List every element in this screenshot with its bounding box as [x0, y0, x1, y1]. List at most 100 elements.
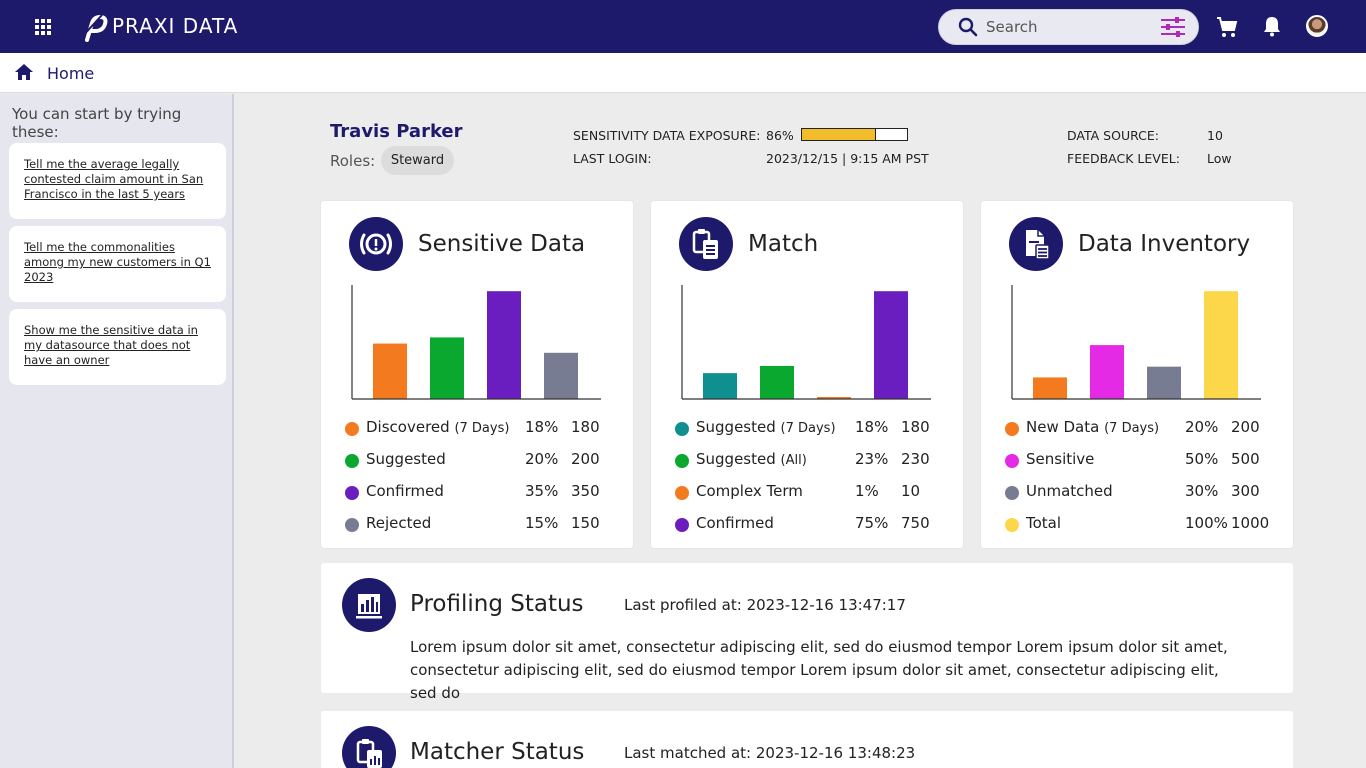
legend-label: Suggested (7 Days): [696, 418, 836, 436]
legend-row: Suggested (7 Days) 18% 180: [675, 418, 935, 438]
sensitive-data-chart: [351, 285, 601, 400]
home-icon[interactable]: [14, 63, 34, 81]
role-chip[interactable]: Steward: [381, 146, 454, 175]
legend-count: 180: [571, 418, 600, 436]
match-chart: [681, 285, 931, 400]
legend-row: New Data (7 Days) 20% 200: [1005, 418, 1265, 438]
card-title: Sensitive Data: [418, 231, 586, 257]
legend-count: 200: [571, 450, 600, 468]
brand-name[interactable]: PRAXI DATA: [112, 14, 239, 38]
legend-row: Sensitive 50% 500: [1005, 450, 1265, 470]
suggestion-card[interactable]: Tell me the average legally contested cl…: [9, 143, 226, 219]
legend-dot: [345, 486, 359, 500]
legend-dot: [675, 518, 689, 532]
legend-dot: [1005, 486, 1019, 500]
chart-bar: [487, 291, 521, 399]
notification-bell-icon[interactable]: [1261, 15, 1283, 37]
legend-dot: [1005, 518, 1019, 532]
legend-row: Complex Term 1% 10: [675, 482, 935, 502]
legend-label: Complex Term: [696, 482, 803, 500]
legend-dot: [675, 486, 689, 500]
chart-bar: [1033, 377, 1067, 399]
legend-dot: [675, 454, 689, 468]
chart-bar: [430, 337, 464, 399]
breadcrumb: Home: [0, 53, 1366, 93]
profiling-status-title: Profiling Status: [410, 591, 584, 617]
legend-row: Unmatched 30% 300: [1005, 482, 1265, 502]
legend-count: 150: [571, 514, 600, 532]
legend-label: Discovered (7 Days): [366, 418, 510, 436]
chart-bar: [1147, 366, 1181, 399]
exposure-progress-bar: [801, 128, 908, 141]
legend-label: New Data (7 Days): [1026, 418, 1160, 436]
legend-dot: [675, 422, 689, 436]
legend-dot: [345, 518, 359, 532]
chart-bar: [373, 343, 407, 399]
sidebar: You can start by trying these: Tell me t…: [0, 94, 234, 768]
legend-label: Confirmed: [366, 482, 444, 500]
legend-count: 500: [1231, 450, 1260, 468]
sensitive-alert-icon: [349, 217, 403, 271]
legend-percent: 23%: [855, 450, 889, 468]
suggestion-card[interactable]: Show me the sensitive data in my datasou…: [9, 309, 226, 385]
legend-label: Suggested: [366, 450, 446, 468]
legend-row: Suggested (All) 23% 230: [675, 450, 935, 470]
legend-row: Discovered (7 Days) 18% 180: [345, 418, 605, 438]
legend-percent: 18%: [855, 418, 889, 436]
search-icon[interactable]: [958, 17, 978, 37]
profiling-status-card[interactable]: Profiling Status Last profiled at: 2023-…: [321, 563, 1293, 702]
praxi-logo-icon[interactable]: [78, 12, 108, 42]
suggestion-card[interactable]: Tell me the commonalities among my new c…: [9, 226, 226, 302]
matcher-status-card[interactable]: Matcher Status Last matched at: 2023-12-…: [321, 711, 1293, 768]
filter-sliders-icon[interactable]: [1160, 16, 1186, 38]
legend-percent: 75%: [855, 514, 889, 532]
user-avatar[interactable]: [1306, 15, 1328, 37]
legend-percent: 30%: [1185, 482, 1219, 500]
clipboard-match-icon: [679, 217, 733, 271]
data-inventory-card[interactable]: Data Inventory New Data (7 Days) 20% 200 S…: [981, 201, 1293, 548]
last-login-label: LAST LOGIN:: [573, 151, 652, 166]
legend-percent: 18%: [525, 418, 559, 436]
legend-count: 1000: [1231, 514, 1270, 532]
chart-bar: [817, 397, 851, 399]
data-source-value: 10: [1207, 128, 1223, 143]
legend-label: Total: [1026, 514, 1062, 532]
breadcrumb-home[interactable]: Home: [47, 64, 95, 83]
user-name: Travis Parker: [330, 121, 463, 142]
legend-count: 350: [571, 482, 600, 500]
legend-percent: 20%: [525, 450, 559, 468]
matcher-status-title: Matcher Status: [410, 739, 585, 765]
legend-label: Rejected: [366, 514, 432, 532]
legend-percent: 1%: [855, 482, 879, 500]
legend-dot: [1005, 454, 1019, 468]
roles-label: Roles:: [330, 152, 376, 170]
feedback-level-label: FEEDBACK LEVEL:: [1067, 151, 1180, 166]
legend-label: Suggested (All): [696, 450, 807, 468]
chart-bar: [1204, 291, 1238, 399]
card-title: Data Inventory: [1078, 231, 1251, 257]
legend-row: Rejected 15% 150: [345, 514, 605, 534]
sidebar-title: You can start by trying these:: [12, 105, 182, 141]
legend-row: Total 100% 1000: [1005, 514, 1269, 534]
legend-label: Sensitive: [1026, 450, 1095, 468]
legend-label: Confirmed: [696, 514, 774, 532]
last-login-value: 2023/12/15 | 9:15 AM PST: [766, 151, 929, 166]
data-source-label: DATA SOURCE:: [1067, 128, 1159, 143]
top-bar: PRAXI DATA: [0, 0, 1366, 53]
sensitive-data-card[interactable]: Sensitive Data Discovered (7 Days) 18% 180…: [321, 201, 633, 548]
legend-count: 200: [1231, 418, 1260, 436]
last-matched-time: Last matched at: 2023-12-16 13:48:23: [624, 744, 916, 762]
cart-icon[interactable]: [1215, 15, 1239, 39]
legend-percent: 20%: [1185, 418, 1219, 436]
legend-row: Suggested 20% 200: [345, 450, 605, 470]
match-card[interactable]: Match Suggested (7 Days) 18% 180 Suggested…: [651, 201, 963, 548]
legend-count: 10: [901, 482, 921, 500]
clipboard-chart-icon: [342, 726, 396, 768]
legend-label: Unmatched: [1026, 482, 1113, 500]
legend-dot: [345, 422, 359, 436]
legend-percent: 15%: [525, 514, 559, 532]
chart-bar: [544, 352, 578, 399]
search-input[interactable]: [986, 15, 1146, 39]
legend-row: Confirmed 35% 350: [345, 482, 605, 502]
apps-grid-icon[interactable]: [35, 19, 51, 35]
